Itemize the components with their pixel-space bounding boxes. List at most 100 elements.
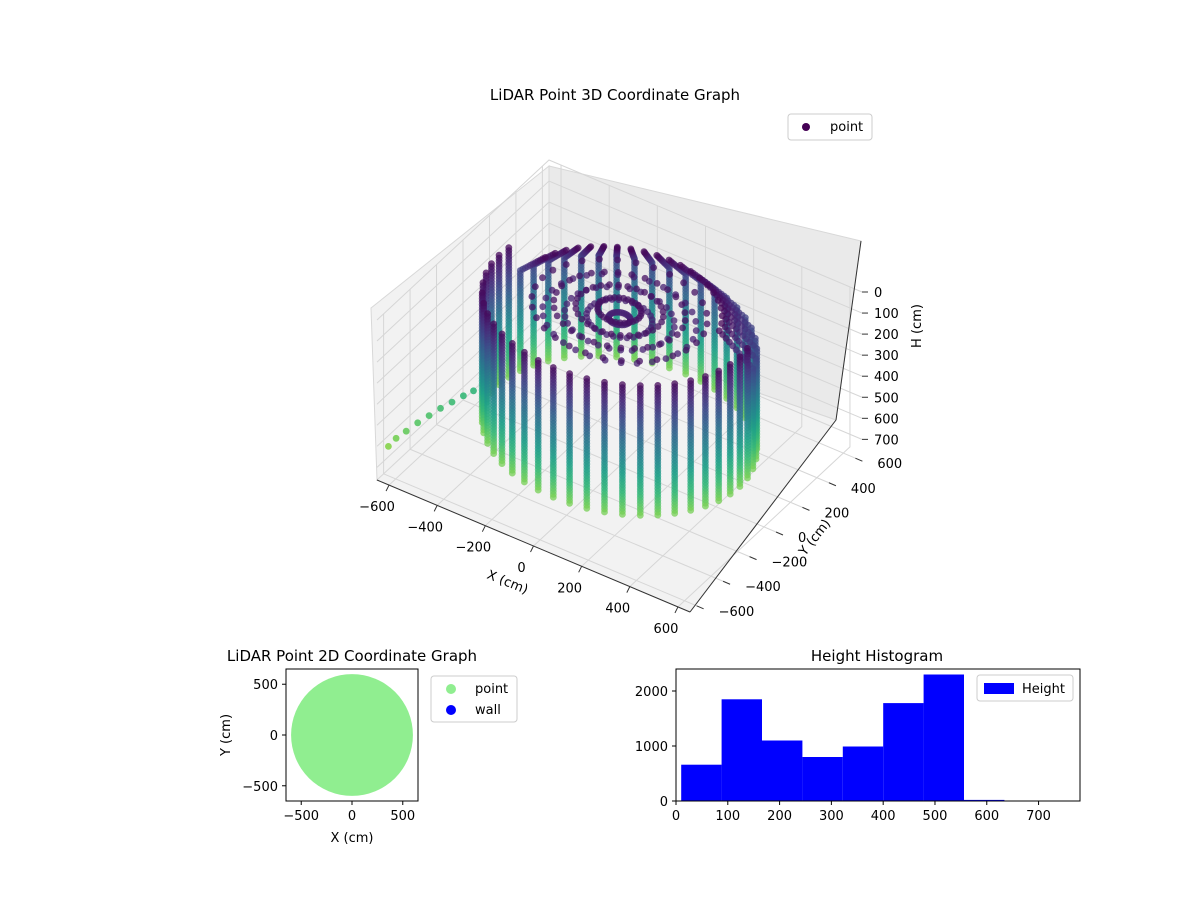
point-3d <box>578 315 586 323</box>
point-3d <box>550 304 558 312</box>
y-tick-label-2d: −500 <box>242 780 278 795</box>
point-3d <box>700 330 708 338</box>
point-3d <box>662 355 670 362</box>
point-3d <box>528 293 536 300</box>
point-3d <box>627 245 635 253</box>
point-3d <box>624 283 632 290</box>
grid-line-h <box>376 180 863 342</box>
point-3d <box>631 345 638 352</box>
x-tick-label-3d: −400 <box>407 520 443 535</box>
x-tick-label-2d: −500 <box>283 809 319 824</box>
point-3d <box>528 303 536 311</box>
legend-3d-frame <box>787 113 873 141</box>
point-3d <box>614 269 622 276</box>
point-3d <box>539 274 546 282</box>
point-3d <box>691 288 699 296</box>
ticks-3d: −600−400−2000200400600−600−400−200020040… <box>359 286 902 637</box>
y-tick-label-2d: 500 <box>253 678 278 693</box>
point-3d <box>558 282 566 290</box>
trail-point-3d <box>470 387 477 395</box>
point-3d <box>596 255 603 263</box>
point-3d <box>678 301 686 308</box>
point-3d <box>572 300 580 307</box>
point-3d <box>578 333 586 341</box>
legend-2d-marker-point <box>446 684 456 694</box>
point-3d <box>726 490 734 498</box>
h-tick-label-3d: 100 <box>874 307 899 322</box>
point-3d <box>636 512 644 519</box>
point-3d <box>607 330 615 338</box>
x-tick-label-hist: 600 <box>974 809 999 824</box>
point-3d <box>599 328 606 335</box>
point-3d <box>574 310 582 318</box>
point-3d <box>539 312 547 320</box>
point-3d <box>633 285 640 293</box>
point-3d <box>606 281 613 289</box>
point-3d <box>650 264 657 271</box>
point-3d <box>648 293 655 300</box>
point-3d <box>590 338 598 346</box>
h-tick-label-3d: 500 <box>874 391 899 406</box>
point-3d <box>682 346 690 354</box>
point-3d <box>578 257 586 265</box>
point-3d <box>736 483 744 490</box>
x-tick-label-hist: 0 <box>672 809 680 824</box>
point-3d <box>587 243 595 251</box>
point-3d <box>614 256 621 264</box>
point-3d <box>649 326 657 334</box>
y-tick-label-hist: 2000 <box>635 685 668 700</box>
point-3d <box>618 357 625 364</box>
y-tick-3d <box>696 605 704 610</box>
y-tick-3d <box>749 556 757 561</box>
x-tick-label-2d: 500 <box>390 809 415 824</box>
point-3d <box>541 254 549 261</box>
point-3d <box>679 324 686 332</box>
point-3d <box>642 329 650 337</box>
y-tick-label-3d: 400 <box>851 482 876 497</box>
point-3d <box>703 320 711 328</box>
point-3d <box>562 261 570 268</box>
y-tick-label-hist: 1000 <box>635 740 668 755</box>
x-tick-label-3d: 400 <box>605 602 630 617</box>
point-3d <box>687 507 695 514</box>
point-3d <box>549 493 557 501</box>
x-tick-label-3d: 200 <box>557 581 582 596</box>
point-3d <box>653 280 661 287</box>
grid-line-x <box>629 266 803 587</box>
point-3d <box>584 320 591 328</box>
point-cloud-2d-gap <box>286 781 311 801</box>
point-3d <box>582 349 589 357</box>
scatter3d-title: LiDAR Point 3D Coordinate Graph <box>490 86 740 104</box>
point-3d <box>601 508 608 516</box>
point-3d <box>668 310 675 318</box>
trail-point-3d <box>402 427 410 435</box>
point-3d <box>619 511 626 518</box>
point-3d <box>672 293 680 301</box>
point-3d <box>591 324 598 332</box>
scatter2d-title: LiDAR Point 2D Coordinate Graph <box>227 647 477 665</box>
point-3d <box>640 248 648 256</box>
trail-point-3d <box>425 412 433 419</box>
point-3d <box>654 511 662 519</box>
grid-line-h <box>376 222 863 384</box>
point-3d <box>692 318 700 325</box>
x-tick-3d <box>530 545 534 553</box>
legend-hist: Height <box>976 674 1074 702</box>
point-3d <box>670 323 678 331</box>
point-3d <box>634 331 642 339</box>
histogram-bar <box>762 740 803 801</box>
histogram-bar <box>923 674 964 801</box>
point-3d <box>484 439 491 447</box>
x-tick-label-2d: 0 <box>348 809 356 824</box>
y-axis-line <box>689 419 837 613</box>
trail-point-3d <box>414 419 422 427</box>
point-3d <box>567 294 575 302</box>
legend-2d-label-point: point <box>475 682 508 697</box>
h-tick-label-3d: 600 <box>874 412 899 427</box>
point-3d <box>693 339 700 347</box>
point-3d <box>659 308 667 316</box>
point-3d <box>669 352 677 360</box>
legend-2d-marker-wall <box>446 705 456 715</box>
